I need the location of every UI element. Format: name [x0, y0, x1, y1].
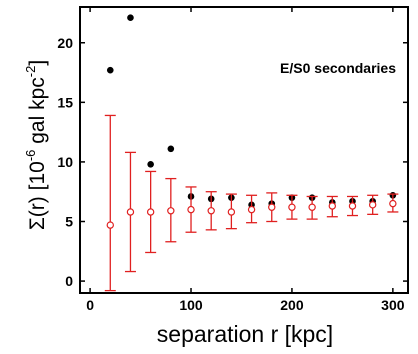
y-tick-label: 0	[65, 273, 73, 289]
x-tick-label: 0	[86, 297, 94, 313]
y-axis-label-suffix: ]	[26, 60, 49, 66]
data-point	[268, 203, 276, 211]
plot-marks	[104, 14, 399, 292]
data-point	[187, 205, 195, 214]
y-axis-label-exp2: -2	[23, 66, 38, 78]
data-point	[207, 207, 215, 215]
data-point	[106, 221, 114, 229]
x-tick-label: 100	[179, 297, 203, 313]
x-axis-label: separation r [kpc]	[157, 321, 333, 347]
y-axis-label: Σ(r) [10-6 gal kpc-2]	[23, 60, 49, 230]
chart-annotation: E/S0 secondaries	[280, 60, 396, 76]
y-tick-label: 5	[65, 214, 73, 230]
data-point	[308, 203, 316, 211]
data-point	[126, 208, 135, 216]
x-tick-label: 300	[381, 297, 405, 313]
data-point	[227, 208, 236, 216]
data-point	[328, 202, 337, 210]
y-axis-label-prefix: Σ(r) [10	[26, 161, 49, 230]
y-tick-label: 20	[57, 35, 73, 51]
plot-frame	[79, 6, 409, 294]
y-tick-label: 15	[57, 94, 73, 110]
x-tick-label: 200	[280, 297, 304, 313]
data-point	[167, 145, 175, 153]
data-point	[146, 208, 155, 216]
data-point	[288, 203, 296, 211]
data-point	[167, 207, 175, 215]
ticks: 0 100 200 300 0 5 10 15 20	[57, 7, 408, 313]
data-point	[147, 161, 154, 168]
data-point	[389, 199, 397, 208]
data-point	[348, 202, 357, 210]
data-point	[247, 205, 256, 214]
y-axis-label-exp1: -6	[23, 150, 38, 162]
data-point	[368, 201, 377, 209]
data-point	[127, 14, 134, 22]
y-axis-label-middle: gal kpc	[26, 77, 49, 149]
data-point	[106, 66, 114, 74]
y-tick-label: 10	[57, 154, 73, 170]
